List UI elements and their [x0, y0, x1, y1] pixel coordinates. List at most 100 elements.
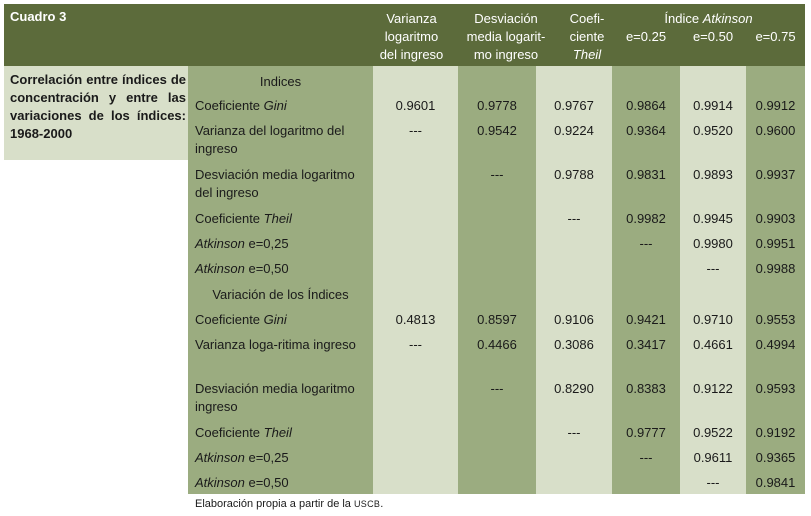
- col-theil-bg: [536, 66, 612, 494]
- table-cell: 0.4813: [395, 312, 436, 327]
- table-cell: ---: [639, 450, 653, 465]
- row-label-text: Coeficiente: [195, 211, 264, 226]
- header-atkinson-italic: Atkinson: [702, 11, 753, 26]
- header-theil-line3: Theil: [572, 47, 602, 62]
- header-varianza-line1: Varianza: [386, 11, 437, 26]
- table-cell: ---: [490, 381, 504, 396]
- table-cell: 0.9553: [755, 312, 796, 327]
- row-label: Coeficiente Theil: [195, 424, 375, 442]
- col-label-bg: [188, 66, 373, 494]
- table-cell: 0.9710: [693, 312, 733, 327]
- table-cell: 0.9224: [554, 123, 594, 138]
- row-label: Varianza del logaritmo del ingreso: [195, 122, 375, 158]
- table-cell: ---: [706, 475, 720, 490]
- table-cell: 0.9937: [755, 167, 796, 182]
- table-cell: 0.9192: [755, 425, 796, 440]
- footnote: Elaboración propia a partir de la USCB.: [195, 498, 383, 510]
- table-title: Cuadro 3: [10, 9, 67, 24]
- table-cell: 0.9912: [755, 98, 796, 113]
- header-desviacion-line3: mo ingreso: [473, 47, 539, 62]
- col-e025-bg: [612, 66, 680, 494]
- table-cell: 0.9864: [626, 98, 666, 113]
- table-cell: ---: [409, 123, 422, 138]
- table-cell: 0.9893: [693, 167, 733, 182]
- row-label: Desviación media logaritmo ingreso: [195, 380, 375, 416]
- table-cell: 0.9600: [755, 123, 796, 138]
- header-varianza-line3: del ingreso: [379, 47, 444, 62]
- row-label-suffix: e=0,25: [244, 236, 289, 251]
- header-desviacion-line1: Desviación: [474, 11, 538, 26]
- row-label: Coeficiente Gini: [195, 311, 375, 329]
- table-caption: Correlación entre índices de concentraci…: [10, 72, 186, 141]
- row-label-suffix: e=0,25: [244, 450, 289, 465]
- table-cell: 0.4466: [477, 337, 517, 352]
- row-label-italic: Atkinson: [195, 261, 245, 276]
- row-label-text: Coeficiente: [195, 98, 264, 113]
- row-label: Coeficiente Gini: [195, 97, 375, 115]
- row-label: Atkinson e=0,25: [195, 235, 375, 253]
- table-cell: 0.9903: [755, 211, 796, 226]
- table-cell: 0.9951: [755, 236, 796, 251]
- table-cell: ---: [567, 211, 581, 226]
- row-label: Atkinson e=0,50: [195, 260, 375, 278]
- header-e075: e=0.75: [755, 29, 796, 44]
- table-cell: 0.3417: [626, 337, 666, 352]
- table-cell: 0.9601: [395, 98, 436, 113]
- table-cell: 0.9988: [755, 261, 796, 276]
- row-label-italic: Theil: [263, 211, 292, 226]
- header-varianza: Varianza logaritmo del ingreso: [373, 10, 450, 64]
- col-e050-bg: [680, 66, 746, 494]
- table-cell: 0.4661: [693, 337, 733, 352]
- table-cell: 0.9365: [755, 450, 796, 465]
- header-atkinson-prefix: Índice: [664, 11, 703, 26]
- table-cell: 0.9421: [626, 312, 666, 327]
- row-label-italic: Atkinson: [195, 475, 245, 490]
- row-label-italic: Gini: [263, 312, 287, 327]
- row-label: Atkinson e=0,50: [195, 474, 375, 492]
- table-cell: 0.8290: [554, 381, 594, 396]
- table-cell: 0.3086: [554, 337, 594, 352]
- row-label-text: Desviación media logaritmo del ingreso: [195, 167, 355, 200]
- row-label-text: Coeficiente: [195, 312, 264, 327]
- table-cell: 0.9831: [626, 167, 666, 182]
- table-cell: ---: [409, 337, 422, 352]
- header-desviacion-line2: media logarit-: [466, 29, 546, 44]
- row-label-suffix: e=0,50: [244, 261, 289, 276]
- table-cell: 0.8383: [626, 381, 666, 396]
- header-theil-line2: ciente: [569, 29, 605, 44]
- table-header-band: [4, 4, 805, 66]
- table-cell: 0.9945: [693, 211, 733, 226]
- row-label: Atkinson e=0,25: [195, 449, 375, 467]
- table-cell: ---: [490, 167, 504, 182]
- row-label-italic: Gini: [263, 98, 287, 113]
- footnote-end: .: [380, 498, 384, 510]
- table-cell: ---: [567, 425, 581, 440]
- table-cell: 0.9982: [626, 211, 666, 226]
- section-indices: Indices: [259, 74, 302, 89]
- caption-box: [4, 66, 188, 160]
- row-label-suffix: e=0,50: [244, 475, 289, 490]
- footnote-text: Elaboración propia a partir de la: [195, 498, 354, 510]
- row-label: Varianza loga-ritima ingreso: [195, 336, 375, 354]
- header-desviacion: Desviación media logarit- mo ingreso: [456, 10, 556, 64]
- header-theil-line1: Coefi-: [569, 11, 605, 26]
- table-cell: 0.9914: [693, 98, 733, 113]
- table-cell: 0.9841: [755, 475, 796, 490]
- table-cell: 0.8597: [477, 312, 517, 327]
- table-cell: 0.9522: [693, 425, 733, 440]
- row-label: Desviación media logaritmo del ingreso: [195, 166, 375, 202]
- table-cell: 0.4994: [755, 337, 796, 352]
- table-cell: 0.9767: [554, 98, 594, 113]
- col-e075-bg: [746, 66, 805, 494]
- table-cell: ---: [706, 261, 720, 276]
- header-atkinson-group: Índice Atkinson: [612, 10, 805, 28]
- col-varianza-bg: [373, 66, 458, 494]
- table-cell: 0.9777: [626, 425, 666, 440]
- header-varianza-line2: logaritmo: [384, 29, 439, 44]
- row-label-italic: Atkinson: [195, 450, 245, 465]
- row-label: Coeficiente Theil: [195, 210, 375, 228]
- table-cell: 0.9542: [477, 123, 517, 138]
- section-variacion: Variación de los Índices: [212, 287, 349, 302]
- row-label-text: Varianza loga-ritima ingreso: [195, 337, 356, 352]
- row-label-italic: Atkinson: [195, 236, 245, 251]
